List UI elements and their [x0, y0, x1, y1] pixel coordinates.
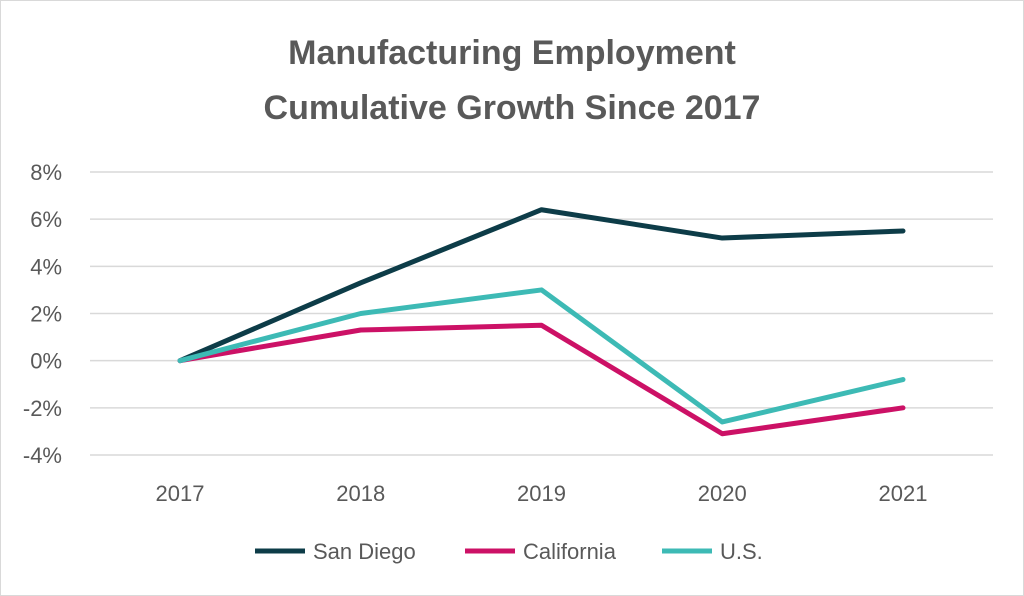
- series-line-san-diego: [177, 207, 906, 364]
- legend: San Diego California U.S.: [255, 539, 763, 564]
- y-tick-label: 4%: [30, 254, 62, 279]
- x-tick-label: 2017: [156, 481, 205, 506]
- legend-label-california: California: [523, 539, 617, 564]
- y-tick-label: -2%: [23, 396, 62, 421]
- chart-title-line1: Manufacturing Employment: [288, 34, 736, 72]
- y-tick-label: 0%: [30, 349, 62, 374]
- series-line-u-s: [177, 287, 906, 425]
- y-tick-label: 2%: [30, 302, 62, 327]
- x-tick-label: 2020: [698, 481, 747, 506]
- x-tick-label: 2019: [517, 481, 566, 506]
- y-tick-label: -4%: [23, 443, 62, 468]
- chart-title-line2: Cumulative Growth Since 2017: [263, 89, 761, 127]
- series-line-california: [177, 322, 906, 437]
- series-lines: [177, 207, 906, 437]
- legend-label-san-diego: San Diego: [313, 539, 416, 564]
- y-axis-ticks: -4% -2% 0% 2% 4% 6% 8%: [23, 160, 62, 468]
- x-tick-label: 2018: [336, 481, 385, 506]
- y-tick-label: 6%: [30, 207, 62, 232]
- x-axis-ticks: 2017 2018 2019 2020 2021: [156, 481, 928, 506]
- legend-label-u-s: U.S.: [720, 539, 763, 564]
- gridlines: [90, 171, 993, 456]
- x-tick-label: 2021: [879, 481, 928, 506]
- y-tick-label: 8%: [30, 160, 62, 185]
